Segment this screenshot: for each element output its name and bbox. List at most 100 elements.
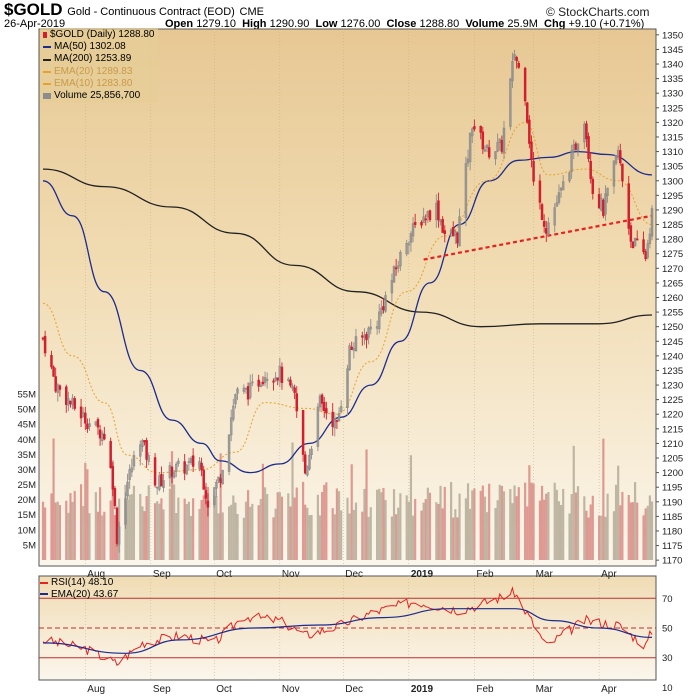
candle-body: [213, 487, 216, 506]
volume-bar: [219, 453, 222, 560]
volume-tick-label: 5M: [23, 540, 36, 551]
price-legend: $GOLD (Daily) 1288.80 MA(50) 1302.08 MA(…: [40, 28, 158, 104]
stockcharts-brand[interactable]: © StockCharts.com: [546, 5, 650, 19]
candle-body: [424, 218, 427, 221]
candle-body: [346, 368, 349, 408]
candle-body: [111, 465, 115, 490]
price-tick-label: 1340: [662, 60, 683, 71]
candle-body: [202, 469, 205, 490]
month-label-bottom: Nov: [282, 684, 300, 695]
candle-body: [443, 230, 447, 234]
price-tick-label: 1270: [662, 264, 683, 275]
volume-bar: [249, 506, 252, 560]
volume-bar: [515, 496, 518, 560]
volume-bar: [247, 490, 250, 560]
candle-body: [272, 380, 275, 383]
candle-body: [413, 222, 417, 225]
candle-body: [384, 295, 387, 312]
rsi-legend: RSI(14) 48.10 EMA(20) 43.67: [40, 577, 118, 600]
volume-bar: [511, 503, 514, 560]
volume-bar: [395, 514, 398, 560]
volume-bar: [202, 495, 205, 560]
candle-body: [308, 454, 311, 470]
volume-bar: [69, 493, 72, 560]
volume-bar: [598, 515, 601, 560]
candle-body: [509, 78, 512, 127]
candle-body: [331, 411, 334, 427]
candle-body: [301, 410, 305, 455]
volume-bar: [257, 505, 260, 560]
price-tick-label: 1235: [662, 366, 683, 377]
month-label-bottom: Apr: [601, 684, 617, 695]
symbol: $GOLD: [4, 0, 63, 19]
contract-name: Gold - Continuous Contract (EOD): [67, 6, 235, 18]
volume-bar: [295, 487, 298, 560]
volume-bar: [479, 490, 482, 560]
month-label: Dec: [345, 569, 363, 580]
chg-label: Chg: [544, 18, 566, 30]
volume-bar: [439, 485, 442, 560]
candle-body: [191, 455, 195, 467]
price-tick-label: 1295: [662, 191, 683, 202]
month-label-bottom: 2019: [411, 684, 434, 695]
price-tick-label: 1190: [662, 497, 682, 508]
candle-body: [147, 455, 150, 462]
close-label: Close: [386, 18, 417, 30]
volume-bar: [139, 493, 142, 560]
volume-bar: [543, 499, 546, 560]
rsi-swatch: [40, 581, 48, 584]
volume-tick-label: 55M: [18, 390, 37, 401]
candle-body: [52, 366, 55, 377]
volume-bar: [642, 515, 645, 560]
volume-bar: [614, 484, 618, 560]
price-tick-label: 1290: [662, 205, 683, 216]
volume-bar: [348, 513, 351, 560]
candle-body: [451, 226, 455, 237]
candle-body: [483, 149, 487, 152]
volume-bar: [631, 502, 635, 560]
volume-bar: [215, 496, 218, 560]
candle-body: [574, 143, 578, 150]
volume-bar: [363, 488, 366, 560]
candle-body: [246, 386, 250, 400]
volume-bar: [390, 516, 394, 560]
price-tick-label: 1330: [662, 89, 683, 100]
volume-bar: [570, 494, 573, 560]
candle-body: [276, 377, 279, 381]
volume-bar: [236, 514, 239, 560]
candle-body: [320, 394, 324, 404]
candle-body: [380, 307, 383, 315]
volume-value: 25.9M: [507, 18, 538, 30]
volume-bar: [464, 498, 468, 560]
open-label: Open: [165, 18, 194, 30]
volume-bar: [109, 500, 112, 560]
price-tick-label: 1220: [662, 410, 683, 421]
volume-bar: [606, 493, 609, 560]
candle-body: [597, 194, 601, 209]
volume-bar: [175, 512, 178, 560]
candle-body: [206, 500, 210, 508]
rsi-tick-label: 50: [662, 624, 673, 635]
month-label-bottom: Feb: [476, 684, 494, 695]
candle-body: [648, 233, 652, 245]
volume-bar: [636, 502, 639, 560]
volume-bar: [576, 486, 580, 560]
candle-body: [437, 200, 440, 221]
volume-bar: [585, 510, 588, 560]
candle-body: [545, 227, 548, 234]
volume-bar: [397, 507, 400, 560]
month-label-bottom: Sep: [153, 684, 171, 695]
volume-bar: [230, 504, 233, 560]
candle-body: [221, 470, 224, 484]
volume-bar: [513, 485, 516, 560]
volume-bar: [538, 500, 542, 560]
volume-tick-label: 30M: [18, 465, 37, 476]
month-label-bottom: Mar: [536, 684, 554, 695]
candle-body: [487, 147, 491, 158]
candle-body: [602, 199, 605, 216]
volume-bar: [361, 511, 364, 560]
candle-body: [54, 376, 57, 392]
price-tick-label: 1275: [662, 249, 683, 260]
candle-body: [337, 413, 341, 422]
month-label: Nov: [282, 569, 300, 580]
